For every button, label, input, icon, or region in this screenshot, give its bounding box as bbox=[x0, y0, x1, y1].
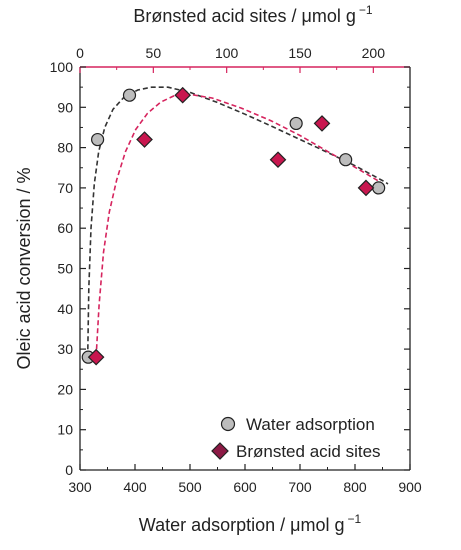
x-axis-title: Water adsorption / μmol g −1 bbox=[139, 512, 362, 535]
data-point-bronsted-acid-sites bbox=[87, 348, 105, 366]
data-point-bronsted-acid-sites bbox=[313, 115, 331, 132]
legend-label-water-adsorption: Water adsorption bbox=[246, 415, 375, 434]
legend: Water adsorption Brønsted acid sites bbox=[211, 415, 381, 461]
y-tick-label: 90 bbox=[57, 99, 73, 115]
data-point-water-adsorption bbox=[90, 132, 105, 147]
x-tick-label: 400 bbox=[123, 479, 147, 495]
y-tick-label: 70 bbox=[57, 180, 73, 196]
fit-curves bbox=[86, 86, 389, 358]
x-tick-label: 600 bbox=[233, 479, 257, 495]
legend-label-bronsted-acid-sites: Brønsted acid sites bbox=[236, 442, 381, 461]
x-tick-label: 500 bbox=[178, 479, 202, 495]
data-point-water-adsorption bbox=[289, 116, 303, 131]
legend-marker-bronsted-acid-sites bbox=[211, 442, 229, 460]
x-tick-label: 900 bbox=[398, 479, 422, 495]
data-point-bronsted-acid-sites bbox=[174, 86, 192, 104]
data-points bbox=[81, 86, 386, 366]
data-point-bronsted-acid-sites bbox=[357, 179, 375, 197]
data-point-water-adsorption bbox=[122, 88, 137, 102]
y-tick-label: 20 bbox=[57, 381, 73, 397]
data-point-water-adsorption bbox=[339, 153, 353, 167]
axis-ticks: 300 400 500 600 700 800 900 0 50 100 150 200 0 10 20 30… bbox=[50, 45, 422, 495]
plot-frame bbox=[79, 66, 411, 471]
y-tick-label: 100 bbox=[50, 59, 74, 75]
fit-curve bbox=[95, 93, 382, 358]
y-tick-label: 10 bbox=[57, 422, 73, 438]
legend-marker-water-adsorption bbox=[220, 416, 236, 432]
x-tick-label: 800 bbox=[343, 479, 367, 495]
y-tick-label: 80 bbox=[57, 140, 73, 156]
x2-tick-label: 150 bbox=[288, 45, 312, 61]
x2-tick-label: 0 bbox=[76, 45, 84, 61]
data-point-bronsted-acid-sites bbox=[136, 131, 153, 148]
x-tick-label: 300 bbox=[68, 479, 92, 495]
x2-tick-label: 200 bbox=[362, 45, 386, 61]
data-point-bronsted-acid-sites bbox=[269, 151, 287, 169]
y-tick-label: 30 bbox=[57, 341, 73, 357]
y-tick-label: 50 bbox=[57, 261, 73, 277]
y-tick-label: 0 bbox=[65, 462, 73, 478]
fit-curve bbox=[86, 86, 389, 358]
data-point-water-adsorption bbox=[372, 181, 386, 195]
y-tick-label: 40 bbox=[57, 301, 73, 317]
x-tick-label: 700 bbox=[288, 479, 312, 495]
top-axis-title: Brønsted acid sites / μmol g −1 bbox=[133, 3, 372, 26]
y-axis-title: Oleic acid conversion / % bbox=[14, 167, 34, 369]
x2-tick-label: 50 bbox=[146, 45, 162, 61]
x2-tick-label: 100 bbox=[215, 45, 239, 61]
y-tick-label: 60 bbox=[57, 220, 73, 236]
